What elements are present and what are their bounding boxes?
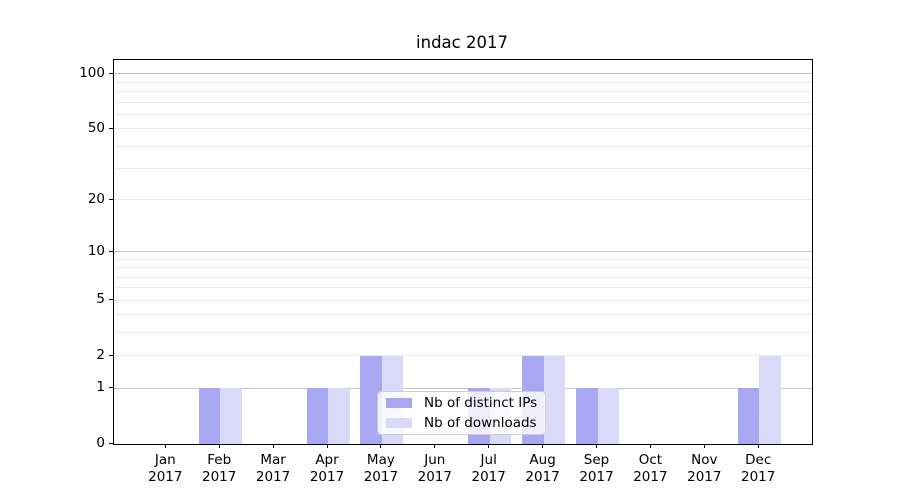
y-tick-label-2: 2 [96,346,105,363]
y-tick-label-50: 50 [87,119,105,136]
chart-title: indac 2017 [416,33,508,52]
gridline-minor-70 [114,101,812,103]
x-tick-mark-jun [434,444,436,448]
x-tick-label-sep: Sep 2017 [579,452,614,485]
x-tick-label-mar: Mar 2017 [255,452,291,485]
bar-distinct-ips-feb [198,388,221,444]
gridline-minor-60 [114,113,812,115]
y-tick-label-1: 1 [96,379,105,396]
bar-downloads-feb [220,388,242,444]
x-tick-mark-mar [272,444,274,448]
gridline-major-10 [114,251,812,253]
legend-label-downloads: Nb of downloads [424,415,537,431]
y-tick-mark-5 [109,299,113,301]
x-tick-mark-sep [596,444,597,448]
gridline-minor-40 [114,145,812,147]
gridline-minor-9 [114,258,812,260]
gridline-minor-30 [114,168,812,170]
x-tick-label-apr: Apr 2017 [309,452,345,485]
bar-distinct-ips-sep [576,388,598,444]
gridline-major-1 [114,387,812,389]
bar-distinct-ips-dec [737,388,760,444]
gridline-minor-8 [114,267,812,269]
gridline-major-100 [114,73,812,75]
plot-area [113,59,813,445]
gridline-minor-7 [114,276,812,278]
x-tick-label-jan: Jan 2017 [148,452,183,485]
gridline-minor-6 [114,287,812,289]
x-tick-mark-aug [542,444,544,448]
gridline-minor-3 [114,332,812,334]
bar-downloads-dec [759,355,781,444]
bar-distinct-ips-may [360,355,382,444]
x-tick-mark-feb [218,444,220,448]
x-tick-mark-apr [326,444,328,448]
gridline-minor-2 [114,355,812,357]
x-tick-label-jun: Jun 2017 [417,452,452,485]
legend-swatch-downloads [386,418,412,428]
bar-distinct-ips-apr [306,388,328,444]
x-tick-label-dec: Dec 2017 [741,452,776,485]
bar-downloads-apr [328,388,350,444]
gridline-minor-20 [114,199,812,201]
gridline-minor-80 [114,91,812,93]
y-tick-label-100: 100 [79,64,105,81]
y-tick-mark-2 [109,354,113,356]
y-tick-label-0: 0 [96,435,105,451]
legend: Nb of distinct IPs Nb of downloads [377,391,546,435]
x-tick-mark-nov [703,444,705,448]
x-tick-label-feb: Feb 2017 [202,452,237,485]
x-tick-mark-jan [164,444,166,448]
x-tick-label-aug: Aug 2017 [525,452,560,485]
y-tick-label-20: 20 [87,190,105,207]
bar-downloads-sep [597,388,619,444]
legend-swatch-distinct-ips [386,398,412,408]
x-tick-label-nov: Nov 2017 [687,452,722,485]
y-tick-label-5: 5 [96,291,105,308]
legend-entry-downloads: Nb of downloads [386,415,545,432]
y-tick-mark-0 [109,443,113,444]
x-tick-mark-dec [757,444,759,448]
bar-downloads-aug [543,355,566,444]
y-tick-mark-10 [109,250,113,252]
x-tick-mark-may [380,444,382,448]
y-tick-label-10: 10 [87,242,105,259]
y-tick-mark-100 [109,72,113,74]
gridline-minor-50 [114,128,812,130]
gridline-minor-4 [114,314,812,316]
x-tick-label-jul: Jul 2017 [471,452,506,485]
gridline-minor-90 [114,81,812,83]
x-tick-label-oct: Oct 2017 [633,452,668,485]
legend-label-distinct-ips: Nb of distinct IPs [424,395,538,411]
y-tick-mark-20 [109,198,113,200]
x-tick-mark-jul [488,444,490,448]
x-tick-mark-oct [649,444,651,448]
y-tick-mark-50 [109,127,113,129]
legend-entry-distinct-ips: Nb of distinct IPs [386,395,545,412]
y-tick-mark-1 [109,387,113,389]
gridline-minor-5 [114,299,812,301]
x-tick-label-may: May 2017 [363,452,399,485]
